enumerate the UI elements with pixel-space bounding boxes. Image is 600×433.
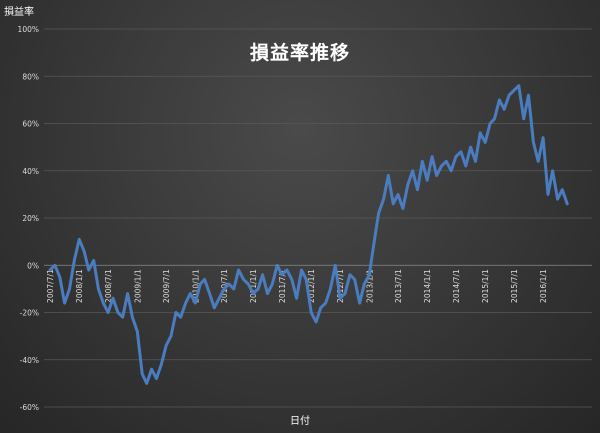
y-tick-label: -60% [20, 403, 39, 412]
x-tick-label: 2010/7/1 [220, 269, 229, 303]
y-tick-label: 60% [22, 120, 39, 129]
x-tick-label: 2013/1/1 [365, 269, 374, 303]
x-tick-label: 2012/7/1 [336, 269, 345, 303]
x-tick-label: 2013/7/1 [394, 269, 403, 303]
series-line [48, 84, 569, 385]
x-tick-label: 2016/1/1 [539, 269, 548, 303]
y-tick-label: 40% [22, 167, 39, 176]
y-tick-label: -20% [20, 309, 39, 318]
x-tick-label: 2008/7/1 [104, 269, 113, 303]
x-tick-label: 2011/1/1 [249, 269, 258, 303]
x-tick-label: 2012/1/1 [307, 269, 316, 303]
y-tick-label: 100% [18, 25, 39, 34]
y-tick-label: 80% [22, 72, 39, 81]
y-tick-label: 20% [22, 214, 39, 223]
x-tick-label: 2011/7/1 [278, 269, 287, 303]
x-tick-label: 2009/7/1 [162, 269, 171, 303]
x-axis-label: 日付 [290, 416, 310, 427]
x-tick-label: 2008/1/1 [75, 269, 84, 303]
x-tick-label: 2014/7/1 [452, 269, 461, 303]
x-tick-label: 2015/7/1 [510, 269, 519, 303]
corner-label: 損益率 [4, 7, 34, 18]
y-tick-label: 0% [27, 261, 39, 270]
x-tick-label: 2007/7/1 [46, 269, 55, 303]
x-tick-label: 2009/1/1 [133, 269, 142, 303]
x-tick-label: 2015/1/1 [481, 269, 490, 303]
x-tick-label: 2014/1/1 [423, 269, 432, 303]
y-tick-label: -40% [20, 356, 39, 365]
x-tick-label: 2010/1/1 [191, 269, 200, 303]
chart-title: 損益率推移 [249, 42, 350, 64]
